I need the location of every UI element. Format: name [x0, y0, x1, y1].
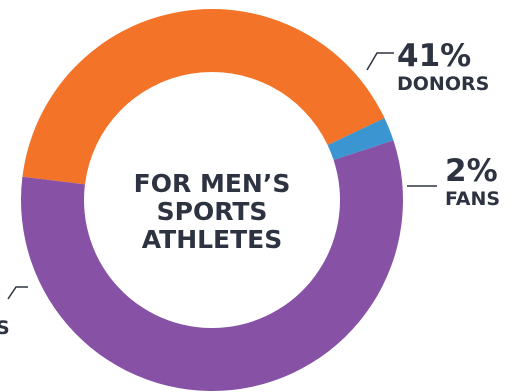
slice-label-third: S [0, 317, 10, 339]
center-label-line-1: FOR MEN’S [134, 169, 291, 198]
callout-donors: 41% DONORS [366, 38, 489, 95]
pct-label-donors: 41% [397, 38, 471, 74]
center-label-line-2: SPORTS [157, 197, 268, 226]
pct-label-fans: 2% [445, 153, 498, 189]
leader-line-donors [366, 52, 394, 71]
slice-label-fans: FANS [445, 188, 500, 210]
donut-slices [21, 8, 404, 391]
slice-fans [327, 118, 394, 161]
slice-label-donors: DONORS [397, 73, 489, 95]
center-label-line-3: ATHLETES [142, 225, 283, 254]
callout-third: S [0, 286, 28, 339]
slice-s [21, 140, 404, 391]
leader-line-third [7, 286, 28, 300]
center-label: FOR MEN’S SPORTS ATHLETES [134, 169, 291, 254]
callout-fans: 2% FANS [407, 153, 500, 210]
slice-donors [22, 8, 385, 185]
